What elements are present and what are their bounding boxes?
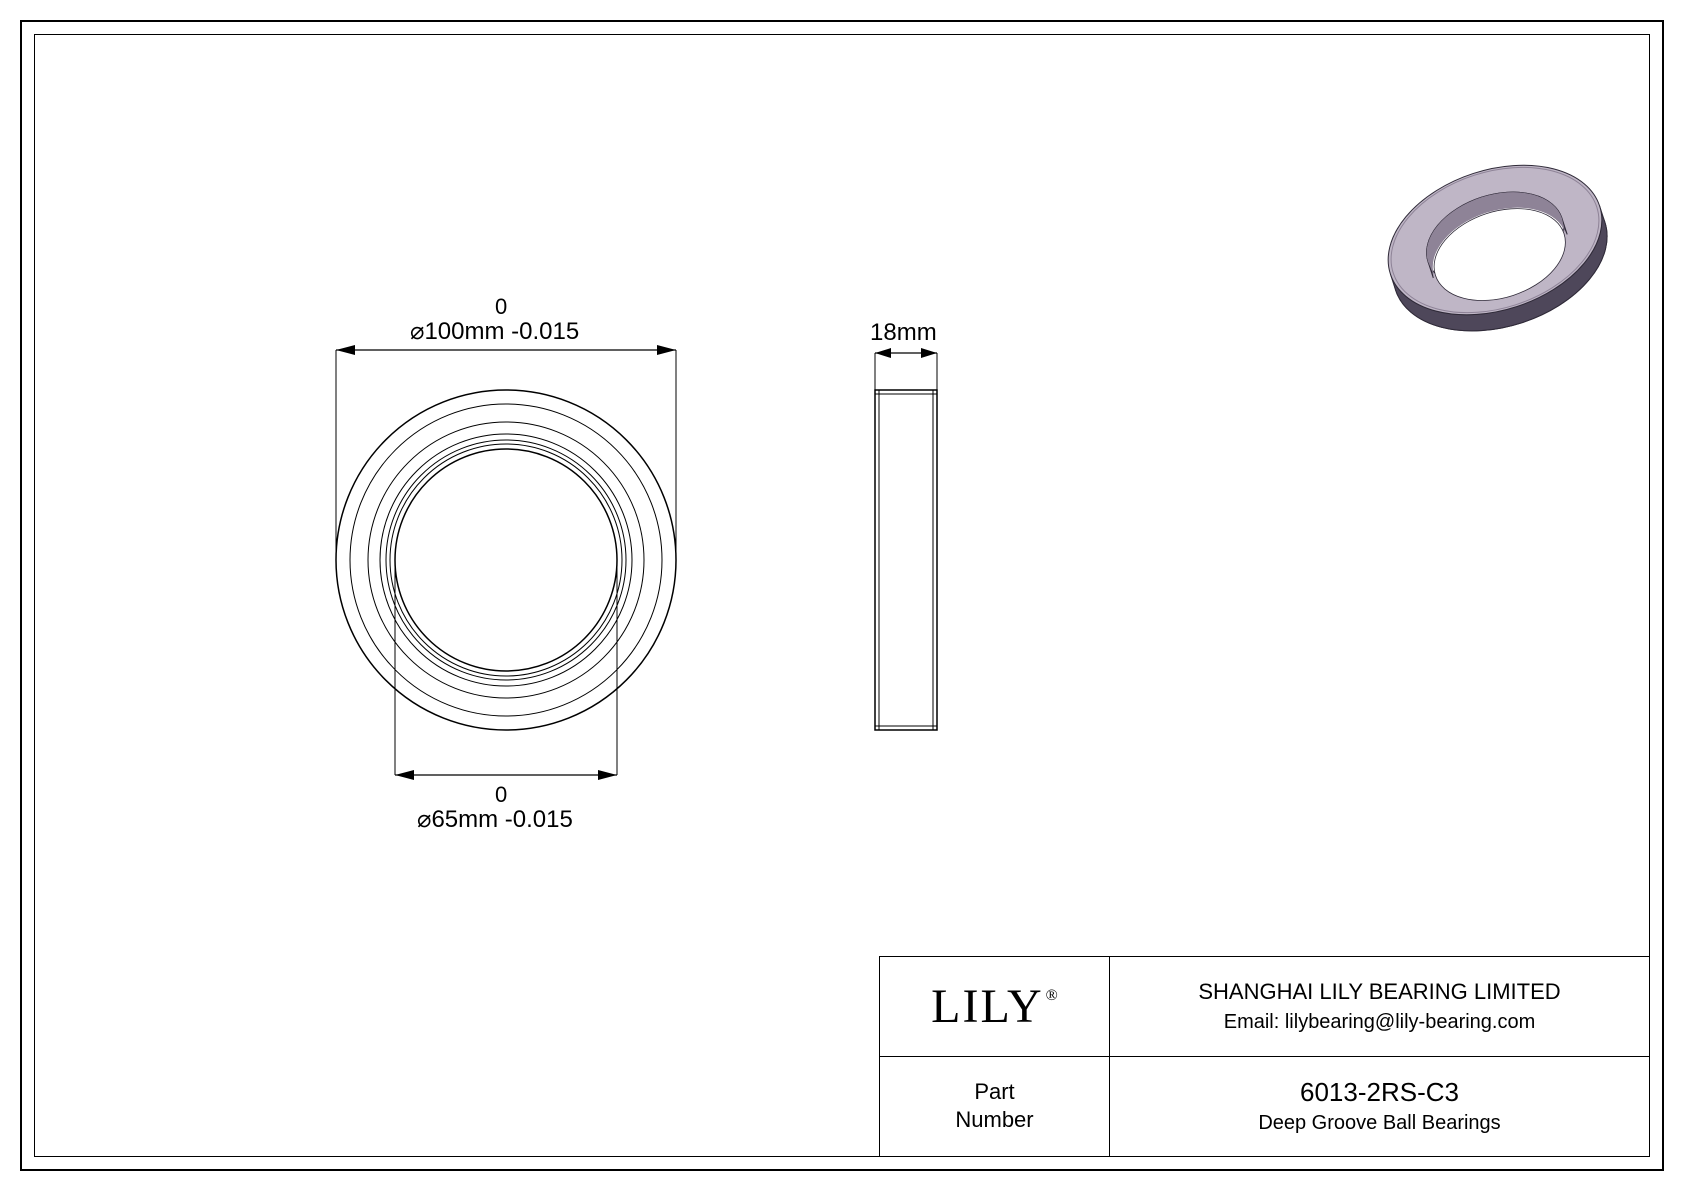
drawing-inner-frame: 0 ⌀100mm -0.015 0 ⌀65mm -0.015 18mm [34, 34, 1650, 1157]
logo-registered: ® [1046, 987, 1060, 1004]
company-name: SHANGHAI LILY BEARING LIMITED [1198, 979, 1560, 1005]
part-label-2: Number [955, 1107, 1033, 1132]
logo-word: LILY [931, 980, 1043, 1033]
isometric-ring [1345, 110, 1645, 370]
part-desc: Deep Groove Ball Bearings [1258, 1112, 1500, 1135]
part-number: 6013-2RS-C3 [1300, 1077, 1459, 1108]
part-number-cell: 6013-2RS-C3 Deep Groove Ball Bearings [1110, 1057, 1649, 1157]
title-block: LILY® SHANGHAI LILY BEARING LIMITED Emai… [879, 956, 1649, 1156]
company-email: Email: lilybearing@lily-bearing.com [1224, 1011, 1536, 1034]
dim-width-label: 18mm [870, 319, 937, 347]
drawing-outer-frame: 0 ⌀100mm -0.015 0 ⌀65mm -0.015 18mm [20, 20, 1664, 1171]
part-label: Part Number [955, 1078, 1033, 1135]
logo-cell: LILY® [880, 957, 1110, 1057]
company-cell: SHANGHAI LILY BEARING LIMITED Email: lil… [1110, 957, 1649, 1057]
part-label-cell: Part Number [880, 1057, 1110, 1157]
part-label-1: Part [974, 1079, 1014, 1104]
logo-text: LILY® [931, 979, 1058, 1034]
